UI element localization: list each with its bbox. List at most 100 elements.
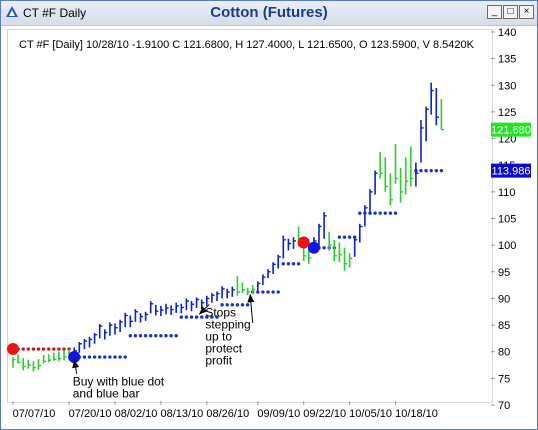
stop-dot (210, 315, 214, 319)
stop-dot (21, 347, 25, 351)
title-bar[interactable]: CT #F Daily Cotton (Futures) _ □ × (1, 1, 537, 26)
annotation-text: Stops (205, 305, 236, 319)
stop-dot (296, 262, 301, 266)
y-tick-label: 125 (498, 107, 516, 119)
stop-dot (52, 347, 56, 351)
stop-dot (245, 303, 250, 307)
stop-dot (434, 168, 438, 173)
stop-dot (179, 315, 183, 319)
stop-dot (169, 334, 173, 338)
stop-dot (337, 235, 342, 239)
x-tick-label: 09/09/10 (257, 408, 300, 420)
price-label: 121.680 (491, 125, 531, 137)
plot-area (7, 29, 493, 403)
stop-dot (429, 168, 433, 173)
y-tick-label: 140 (498, 27, 516, 39)
stop-dot (261, 290, 265, 294)
stop-dot (36, 347, 41, 351)
stop-dot (220, 303, 224, 307)
stop-dot (118, 355, 122, 359)
stop-dot (215, 315, 219, 319)
annotation-arrow-head (72, 359, 80, 369)
stop-dot (123, 355, 127, 359)
app-icon (6, 6, 18, 17)
price-label: 113.986 (492, 166, 531, 178)
x-tick-label: 08/02/10 (115, 408, 158, 420)
stop-dot (225, 303, 229, 307)
stop-dot (378, 211, 382, 215)
annotation-text: stepping (205, 317, 250, 331)
stop-dot (424, 168, 428, 173)
stop-dot (200, 315, 204, 319)
stop-dot (103, 355, 107, 359)
stop-dot (439, 168, 444, 173)
stop-dot (322, 246, 326, 250)
x-tick-label: 08/26/10 (206, 408, 249, 420)
maximize-button[interactable]: □ (503, 5, 518, 19)
stop-dot (57, 347, 61, 351)
stop-dot (393, 211, 398, 215)
stop-dot (133, 334, 138, 338)
stop-dot (164, 334, 168, 338)
minimize-button[interactable]: _ (487, 5, 502, 19)
stop-dot (47, 347, 51, 351)
stop-dot (230, 303, 234, 307)
stop-dot (138, 334, 143, 338)
x-tick-label: 07/20/10 (69, 408, 112, 420)
stop-dot (347, 235, 352, 239)
annotation-arrow-head (199, 306, 208, 315)
stop-dot (67, 347, 71, 351)
y-tick-label: 70 (498, 400, 510, 412)
stop-dot (92, 355, 97, 359)
stop-dot (358, 211, 362, 215)
stop-dot (205, 315, 209, 319)
signal-marker (7, 343, 19, 356)
y-tick-label: 80 (498, 347, 510, 359)
stop-dot (31, 347, 36, 351)
annotation-text: and blue bar (73, 387, 140, 401)
close-button[interactable]: × (519, 5, 534, 19)
annotation-text: Buy with blue dot (73, 375, 165, 389)
annotation-arrow-head (247, 294, 255, 303)
stop-dot (128, 334, 132, 338)
y-tick-label: 130 (498, 80, 516, 92)
x-tick-label: 09/22/10 (303, 408, 346, 420)
y-tick-label: 110 (498, 187, 516, 199)
x-tick-label: 10/05/10 (349, 408, 392, 420)
y-tick-label: 135 (498, 54, 516, 66)
price-label-box (491, 122, 531, 137)
signal-marker (307, 241, 320, 254)
stop-dot (154, 334, 158, 338)
x-tick-label: 07/07/10 (13, 408, 56, 420)
stop-dot (87, 355, 92, 359)
stop-dot (194, 315, 199, 319)
annotation-text: up to (205, 329, 232, 343)
annotation-text: protect (205, 341, 242, 355)
price-label-box (491, 163, 531, 178)
stop-dot (62, 347, 66, 351)
window-title: CT #F Daily (23, 6, 87, 20)
y-tick-label: 95 (498, 267, 510, 279)
stop-dot (159, 334, 163, 338)
x-tick-label: 10/18/10 (395, 408, 438, 420)
stop-dot (373, 211, 377, 215)
x-tick-label: 08/13/10 (160, 408, 203, 420)
info-line: CT #F [Daily] 10/28/10 -1.9100 C 121.680… (19, 39, 474, 51)
stop-dot (276, 290, 280, 294)
y-tick-label: 90 (498, 293, 510, 305)
stop-dot (184, 315, 189, 319)
stop-dot (256, 290, 260, 294)
y-tick-label: 85 (498, 320, 510, 332)
stop-dot (342, 235, 347, 239)
stop-dot (26, 347, 30, 351)
stop-dot (291, 262, 296, 266)
stop-dot (189, 315, 194, 319)
stop-dot (149, 334, 153, 338)
stop-dot (240, 303, 245, 307)
stop-dot (82, 355, 87, 359)
signal-marker (297, 236, 310, 249)
stop-dot (383, 211, 387, 215)
stop-dot (235, 303, 240, 307)
y-tick-label: 75 (498, 373, 510, 385)
